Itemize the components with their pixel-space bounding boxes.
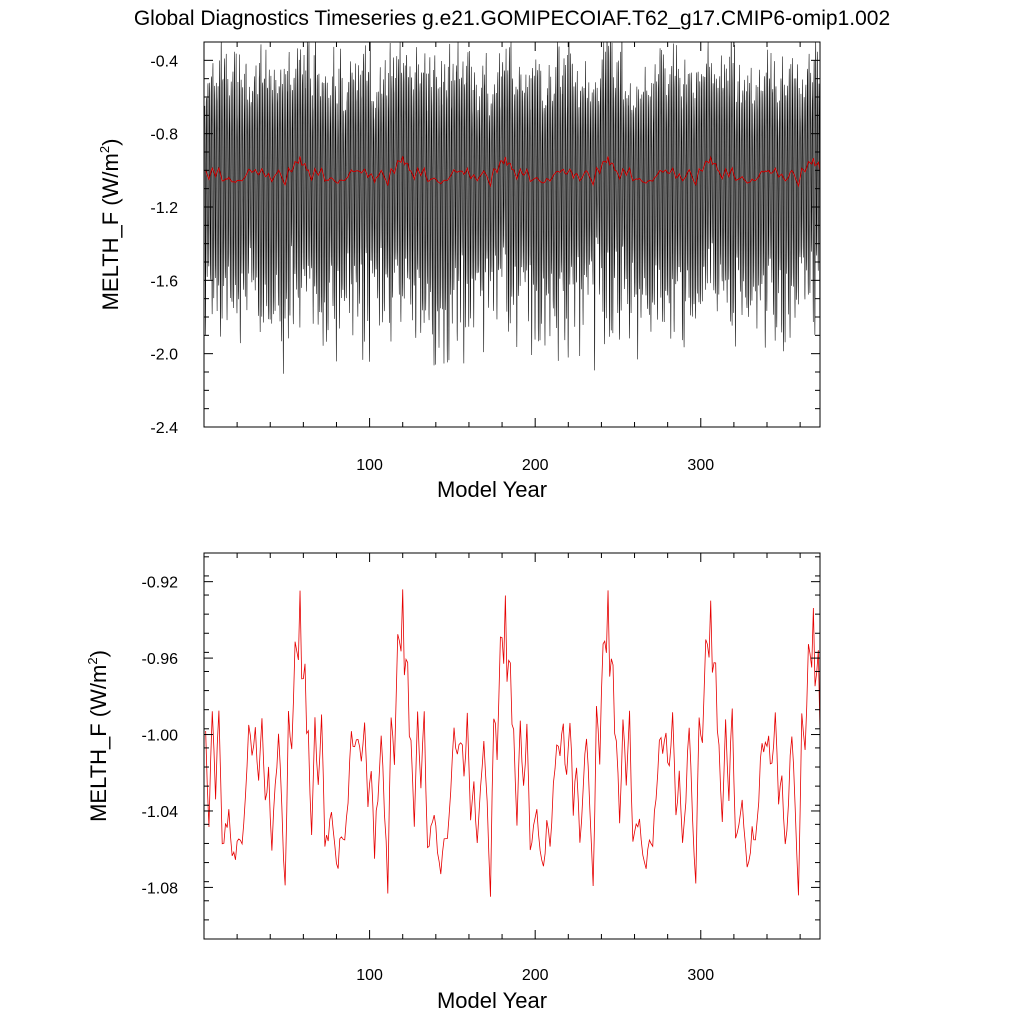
- annual-mean-series-line: [205, 155, 820, 188]
- y-tick-label: -1.08: [142, 880, 179, 897]
- top-panel: 100 200 300 -2.4 -2.0 -1.6 -1.2 -0.8 -0.4 Model Y…: [97, 41, 821, 502]
- bottom-panel: 100 200 300 -1.08 -1.04 -1.00 -0.96 -0.92 Model …: [85, 552, 821, 1013]
- y-tick-label: -0.92: [142, 575, 179, 592]
- y-axis-title-main: MELTH_F (W/m: [98, 153, 123, 310]
- y-axis-title: MELTH_F (W/m2): [85, 650, 111, 822]
- y-tick-label: -1.04: [142, 804, 179, 821]
- plot-area: [204, 42, 820, 374]
- y-axis-title: MELTH_F (W/m2): [97, 139, 123, 311]
- y-axis-title-superscript: 2: [97, 146, 112, 153]
- y-tick-label: -0.4: [150, 53, 178, 70]
- y-axis-title-superscript: 2: [85, 657, 100, 664]
- x-tick-label: 200: [522, 457, 549, 474]
- y-tick-label: -1.2: [150, 200, 178, 217]
- x-axis-title: Model Year: [437, 988, 547, 1013]
- x-tick-label: 300: [687, 457, 714, 474]
- y-tick-label: -1.00: [142, 728, 179, 745]
- y-axis-title-close: ): [98, 139, 123, 146]
- x-axis-title: Model Year: [437, 477, 547, 502]
- x-tick-label: 100: [356, 457, 383, 474]
- y-axis-title-main: MELTH_F (W/m: [86, 665, 111, 822]
- y-tick-label: -0.96: [142, 651, 179, 668]
- y-axis-title-close: ): [86, 650, 111, 657]
- y-tick-label: -2.0: [150, 347, 178, 364]
- plot-frame: [203, 41, 821, 428]
- monthly-series-line: [204, 42, 820, 374]
- x-tick-label: 300: [687, 967, 714, 984]
- y-tick-label: -2.4: [150, 420, 178, 437]
- x-tick-label: 100: [356, 967, 383, 984]
- y-tick-label: -0.8: [150, 127, 178, 144]
- y-tick-label: -1.6: [150, 273, 178, 290]
- plot-frame: [203, 552, 821, 940]
- x-tick-label: 200: [522, 967, 549, 984]
- plot-area: [205, 589, 820, 897]
- figure-title: Global Diagnostics Timeseries g.e21.GOMI…: [134, 7, 890, 30]
- annual-mean-series-line: [205, 589, 820, 897]
